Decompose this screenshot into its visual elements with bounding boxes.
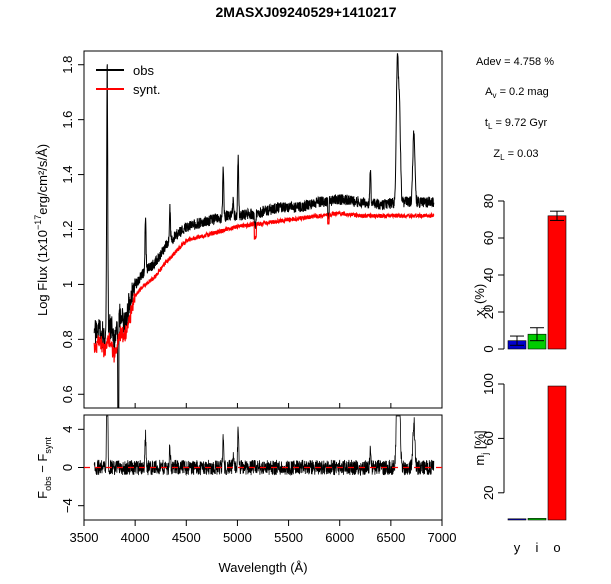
mj-y-label: mj [%] xyxy=(472,430,490,465)
residual-x-ticks: 3500 4000 4500 5000 5500 6000 6500 7000 xyxy=(70,403,457,545)
xj-bar-panel: 0 20 40 60 80 xj (%) xyxy=(472,194,567,353)
y-tick-label: 60 xyxy=(481,431,496,445)
x-tick-label: 5500 xyxy=(274,530,303,545)
y-tick-label: 60 xyxy=(481,231,496,245)
av-stat: Av = 0.2 mag xyxy=(485,86,549,100)
y-tick-label: 0.8 xyxy=(60,330,75,348)
x-tick-label: 4000 xyxy=(121,530,150,545)
spectrum-y-ticks: 0.6 0.8 1 1.2 1.4 1.6 1.8 xyxy=(60,56,84,403)
zl-stat: ZL = 0.03 xyxy=(493,148,538,162)
x-tick-label: 6000 xyxy=(325,530,354,545)
xj-bars xyxy=(507,210,567,350)
spectrum-frame xyxy=(83,50,443,409)
bar-y xyxy=(507,518,527,521)
x-tick-label: 4500 xyxy=(172,530,201,545)
y-tick-label: 100 xyxy=(481,373,496,395)
obs-series-line xyxy=(93,53,435,409)
mj-y-axis: 20 60 100 xyxy=(481,373,505,500)
bar-o xyxy=(547,385,567,521)
chart-title: 2MASXJ09240529+1410217 xyxy=(216,4,397,20)
category-label-y: y xyxy=(514,540,521,555)
residual-panel: −4 0 4 3500 4000 4500 5000 5500 6000 6500 7000 Fo… xyxy=(35,403,456,575)
residual-y-label: Fobs − Fsynt xyxy=(35,437,53,499)
y-tick-label: 1 xyxy=(60,281,75,288)
legend-synt-label: synt. xyxy=(133,82,160,97)
adev-stat: Adev = 4.758 % xyxy=(476,56,554,68)
y-tick-label: 1.6 xyxy=(60,111,75,129)
y-tick-label: 4 xyxy=(60,426,75,433)
spectrum-panel: 0.6 0.8 1 1.2 1.4 1.6 1.8 obs synt. Log Flux (… xyxy=(33,50,443,409)
x-tick-label: 6500 xyxy=(376,530,405,545)
y-tick-label: 0 xyxy=(481,345,496,352)
spectrum-y-label: Log Flux (1x10−17erg/cm²/s/Å) xyxy=(33,144,50,316)
bar-o xyxy=(547,215,567,350)
x-axis-label: Wavelength (Å) xyxy=(218,560,307,575)
x-tick-label: 5000 xyxy=(223,530,252,545)
y-tick-label: 40 xyxy=(481,268,496,282)
y-tick-label: 20 xyxy=(481,486,496,500)
xj-y-axis: 0 20 40 60 80 xyxy=(481,194,505,353)
x-tick-label: 3500 xyxy=(70,530,99,545)
x-tick-label: 7000 xyxy=(428,530,457,545)
synt-series-line xyxy=(93,210,435,363)
y-tick-label: 80 xyxy=(481,194,496,208)
residual-series-line xyxy=(93,415,435,477)
y-tick-label: 0.6 xyxy=(60,385,75,403)
category-label-i: i xyxy=(536,540,539,555)
legend-obs-label: obs xyxy=(133,63,154,78)
residual-y-ticks: −4 0 4 xyxy=(60,426,84,513)
y-tick-label: 1.2 xyxy=(60,220,75,238)
bar-i xyxy=(527,518,547,521)
y-tick-label: 1.4 xyxy=(60,166,75,184)
mj-bars xyxy=(507,385,567,521)
y-tick-label: 20 xyxy=(481,305,496,319)
y-tick-label: 0 xyxy=(60,464,75,471)
tl-stat: tL = 9.72 Gyr xyxy=(485,117,548,131)
residual-lines xyxy=(84,415,442,477)
category-label-o: o xyxy=(553,540,560,555)
spectrum-lines xyxy=(93,53,435,409)
y-tick-label: −4 xyxy=(60,498,75,513)
xj-y-label: xj (%) xyxy=(472,284,490,316)
y-tick-label: 1.8 xyxy=(60,56,75,74)
